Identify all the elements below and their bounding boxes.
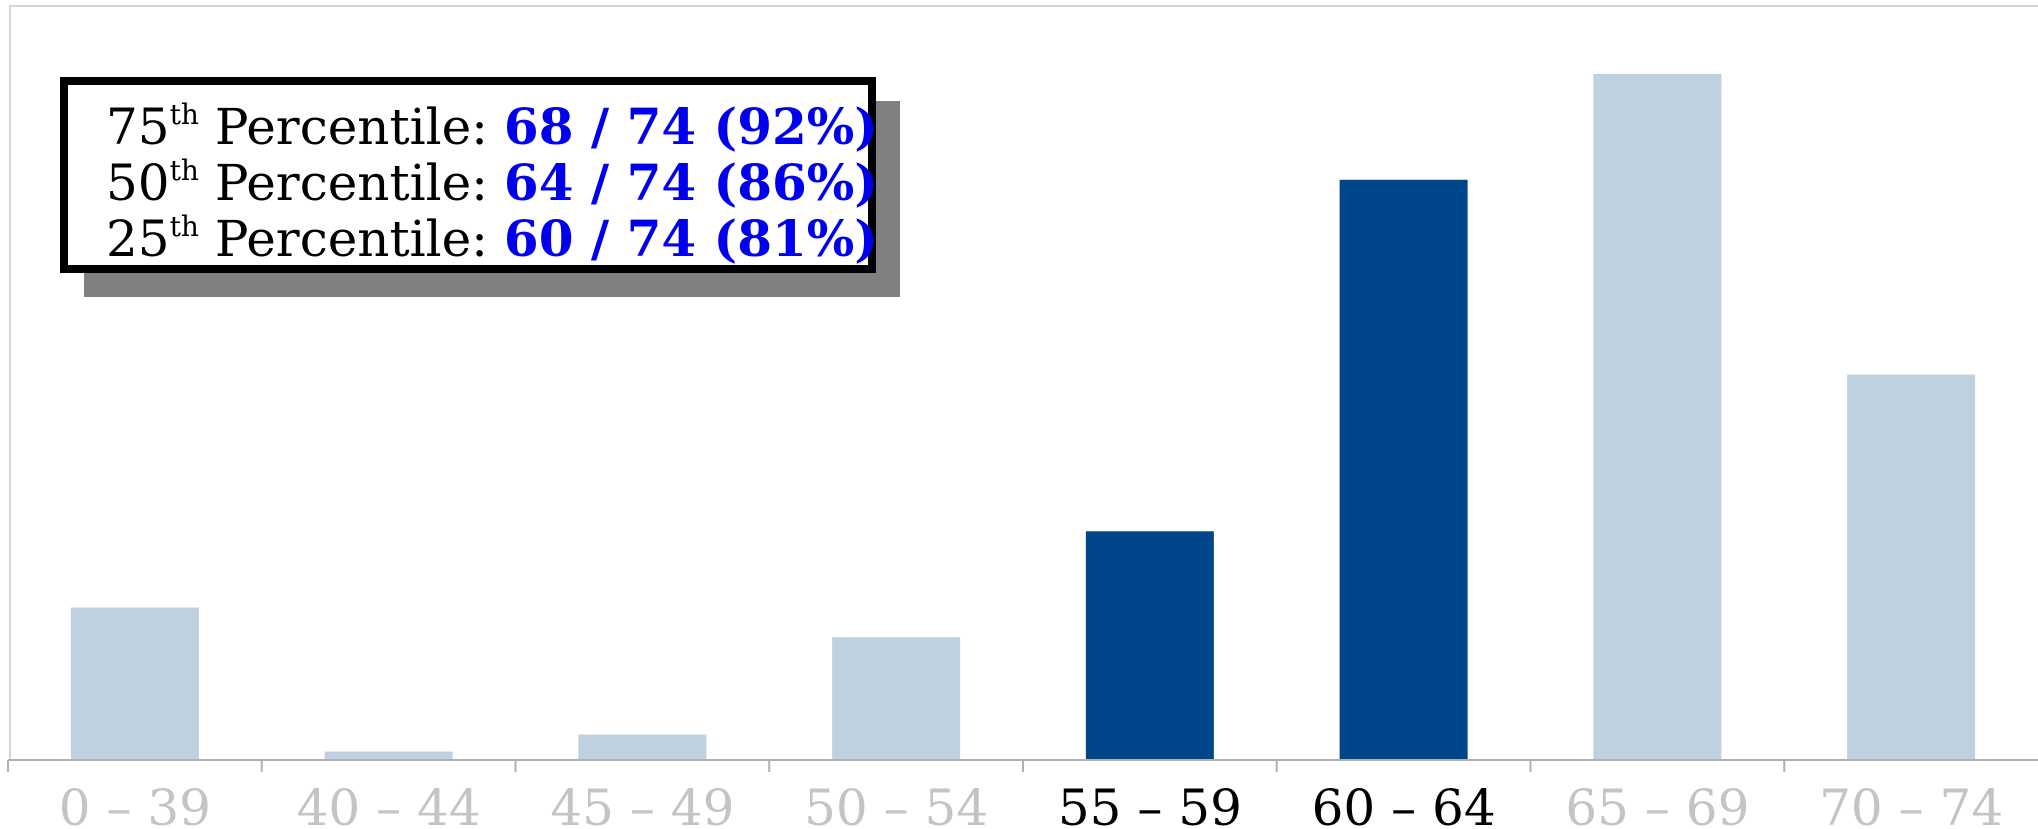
- percentile-value: 68 / 74 (92%): [503, 97, 878, 156]
- x-tick-label-4: 50 – 54: [804, 779, 988, 829]
- percentile-row-75: 75th Percentile: 68 / 74 (92%): [106, 98, 878, 156]
- x-ticks-group: [7, 760, 1786, 772]
- bars-group: [70, 73, 1976, 761]
- percentile-suffix: th: [169, 98, 199, 131]
- percentile-text: Percentile:: [198, 154, 504, 212]
- x-tick-label-6: 60 – 64: [1312, 779, 1496, 829]
- percentile-rank: 50: [106, 154, 170, 212]
- x-tick-label-8: 70 – 74: [1819, 779, 2003, 829]
- percentile-text: Percentile:: [198, 210, 504, 268]
- bar-3: [578, 734, 707, 760]
- x-tick-label-5: 55 – 59: [1058, 779, 1242, 829]
- percentile-rank: 75: [106, 98, 170, 156]
- bar-7: [1593, 73, 1722, 761]
- percentile-suffix: th: [169, 154, 199, 187]
- bar-6: [1339, 179, 1468, 760]
- x-tick-label-1: 0 – 39: [59, 779, 211, 829]
- percentile-suffix: th: [169, 210, 199, 243]
- percentile-row-25: 25th Percentile: 60 / 74 (81%): [106, 210, 878, 268]
- bar-8: [1847, 374, 1976, 760]
- percentile-text: Percentile:: [198, 98, 504, 156]
- percentile-value: 64 / 74 (86%): [503, 153, 878, 212]
- bar-4: [832, 637, 961, 760]
- percentile-rank: 25: [106, 210, 170, 268]
- bar-2: [324, 751, 453, 760]
- x-tick-label-2: 40 – 44: [297, 779, 481, 829]
- x-tick-labels-group: 0 – 39 40 – 44 45 – 49 50 – 54 55 – 59 60 – 6…: [59, 779, 2003, 829]
- bar-1: [70, 607, 199, 760]
- percentile-row-50: 50th Percentile: 64 / 74 (86%): [106, 154, 878, 212]
- bar-5: [1085, 531, 1214, 760]
- percentile-value: 60 / 74 (81%): [503, 209, 878, 268]
- x-tick-label-3: 45 – 49: [550, 779, 734, 829]
- percentile-annotation-box: 75th Percentile: 68 / 74 (92%) 50th Perc…: [60, 77, 878, 273]
- x-tick-label-7: 65 – 69: [1565, 779, 1749, 829]
